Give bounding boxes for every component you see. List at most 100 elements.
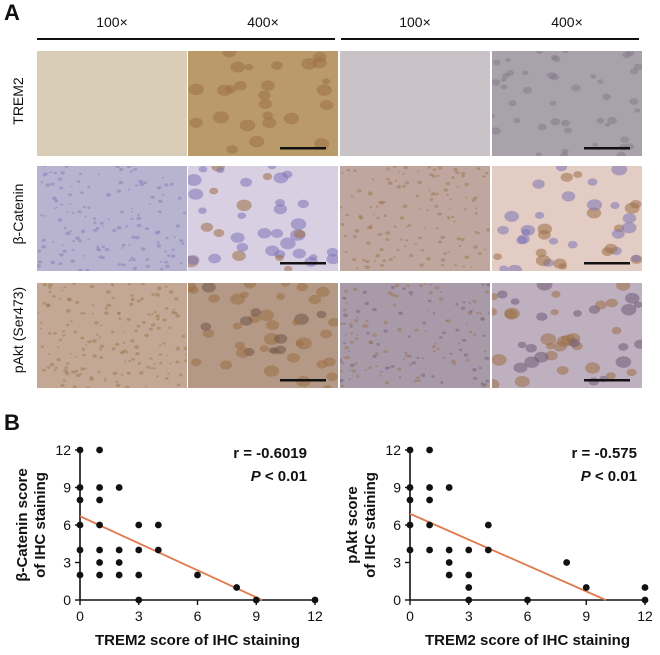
- micrograph-r1-c1: [37, 51, 187, 156]
- x-tick-label: 3: [135, 608, 143, 624]
- x-axis-label: TREM2 score of IHC staining: [95, 632, 300, 649]
- magnification-label-4: 400×: [551, 14, 583, 30]
- micrograph-r2-c3: [340, 166, 490, 271]
- y-axis-label-line1: β-Catenin score: [14, 468, 31, 581]
- data-point: [426, 446, 433, 454]
- data-point: [135, 546, 143, 554]
- data-point: [484, 521, 492, 529]
- data-point: [406, 521, 414, 529]
- micrograph-r1-c3: [340, 51, 490, 156]
- data-point: [426, 496, 433, 504]
- micrograph-r2-c1: [37, 166, 187, 271]
- data-point: [406, 446, 414, 454]
- data-point: [76, 484, 84, 491]
- micrograph-r3-c4: [492, 283, 642, 388]
- data-point: [252, 596, 260, 604]
- data-point: [426, 484, 433, 491]
- chart-svg-beta-catenin: 0 3 6 9 12 0 3 6 9 12 TREM2 score of IHC staining β…: [14, 442, 323, 649]
- data-point: [76, 521, 84, 529]
- y-tick-label: 6: [63, 517, 71, 533]
- y-axis-label-line2: of IHC staining: [362, 472, 379, 578]
- x-axis-label: TREM2 score of IHC staining: [425, 632, 630, 649]
- data-point: [233, 584, 241, 591]
- x-tick-label: 12: [637, 608, 653, 624]
- data-point: [406, 546, 414, 554]
- data-point: [426, 546, 433, 554]
- micrograph-r1-c2: [188, 51, 338, 156]
- data-point: [115, 559, 123, 566]
- data-point: [524, 596, 531, 604]
- micrograph-r2-c4: [492, 166, 642, 271]
- panel-a-letter: A: [4, 0, 20, 25]
- group-divider-left: [37, 38, 335, 40]
- data-point: [115, 484, 123, 491]
- scale-bar: [584, 379, 630, 382]
- magnification-label-1: 100×: [96, 14, 128, 30]
- y-tick-label: 12: [385, 442, 401, 458]
- data-point: [465, 584, 473, 591]
- x-tick-label: 9: [582, 608, 590, 624]
- micrograph-r1-c4: [492, 51, 642, 156]
- y-tick-label: 0: [393, 592, 401, 608]
- data-point: [465, 596, 473, 604]
- row-label-trem2: TREM2: [10, 77, 26, 125]
- p-value-threshold: < 0.01: [591, 468, 637, 485]
- data-point: [96, 559, 103, 566]
- y-tick-label: 3: [63, 555, 71, 571]
- x-tick-label: 0: [406, 608, 414, 624]
- data-point: [76, 546, 84, 554]
- scale-bar: [584, 147, 630, 150]
- data-point: [194, 571, 201, 579]
- data-point: [406, 484, 414, 491]
- data-point: [154, 521, 162, 529]
- p-value-symbol: P: [251, 468, 262, 485]
- data-point: [96, 521, 103, 529]
- magnification-label-3: 100×: [399, 14, 431, 30]
- scatter-chart-beta-catenin: 0 3 6 9 12 0 3 6 9 12 TREM2 score of IHC staining β…: [5, 430, 323, 650]
- x-tick-label: 12: [307, 608, 323, 624]
- data-point: [96, 446, 103, 454]
- micrograph-r3-c3: [340, 283, 490, 388]
- data-point: [135, 571, 143, 579]
- x-tick-label: 3: [465, 608, 473, 624]
- scale-bar: [280, 147, 326, 150]
- data-point: [115, 546, 123, 554]
- group-divider-right: [341, 38, 639, 40]
- x-tick-label: 0: [76, 608, 84, 624]
- data-point: [406, 496, 414, 504]
- row-label-beta-catenin: β-Catenin: [10, 183, 26, 245]
- data-point: [135, 521, 143, 529]
- micrograph-r3-c2: [188, 283, 338, 388]
- data-point: [76, 571, 84, 579]
- scale-bar: [280, 262, 326, 265]
- data-point: [115, 571, 123, 579]
- chart-svg-pakt: 0 3 6 9 12 0 3 6 9 12 TREM2 score of IHC staining p…: [344, 442, 653, 649]
- y-tick-label: 9: [393, 480, 401, 496]
- data-point: [96, 484, 103, 491]
- p-value: P < 0.01: [581, 468, 637, 485]
- y-tick-label: 3: [393, 555, 401, 571]
- data-point: [426, 521, 433, 529]
- micrograph-r3-c1: [37, 283, 187, 388]
- data-point: [311, 596, 319, 604]
- p-value-threshold: < 0.01: [261, 468, 307, 485]
- data-point: [445, 484, 453, 491]
- micrograph-r2-c2: [188, 166, 338, 271]
- y-axis-label-line2: of IHC staining: [32, 472, 49, 578]
- data-point: [154, 546, 162, 554]
- y-tick-label: 12: [55, 442, 71, 458]
- y-axis-label-line1: pAkt score: [344, 486, 361, 564]
- data-point: [96, 546, 103, 554]
- x-tick-label: 6: [524, 608, 532, 624]
- scale-bar: [584, 262, 630, 265]
- data-point: [96, 496, 103, 504]
- correlation-r: r = -0.575: [572, 445, 637, 462]
- data-point: [484, 546, 492, 554]
- p-value-symbol: P: [581, 468, 592, 485]
- data-point: [582, 584, 590, 591]
- panel-b-letter: B: [4, 410, 20, 435]
- scale-bar: [280, 379, 326, 382]
- regression-line: [79, 515, 263, 601]
- row-label-pakt: pAkt (Ser473): [10, 286, 26, 374]
- y-tick-label: 6: [393, 517, 401, 533]
